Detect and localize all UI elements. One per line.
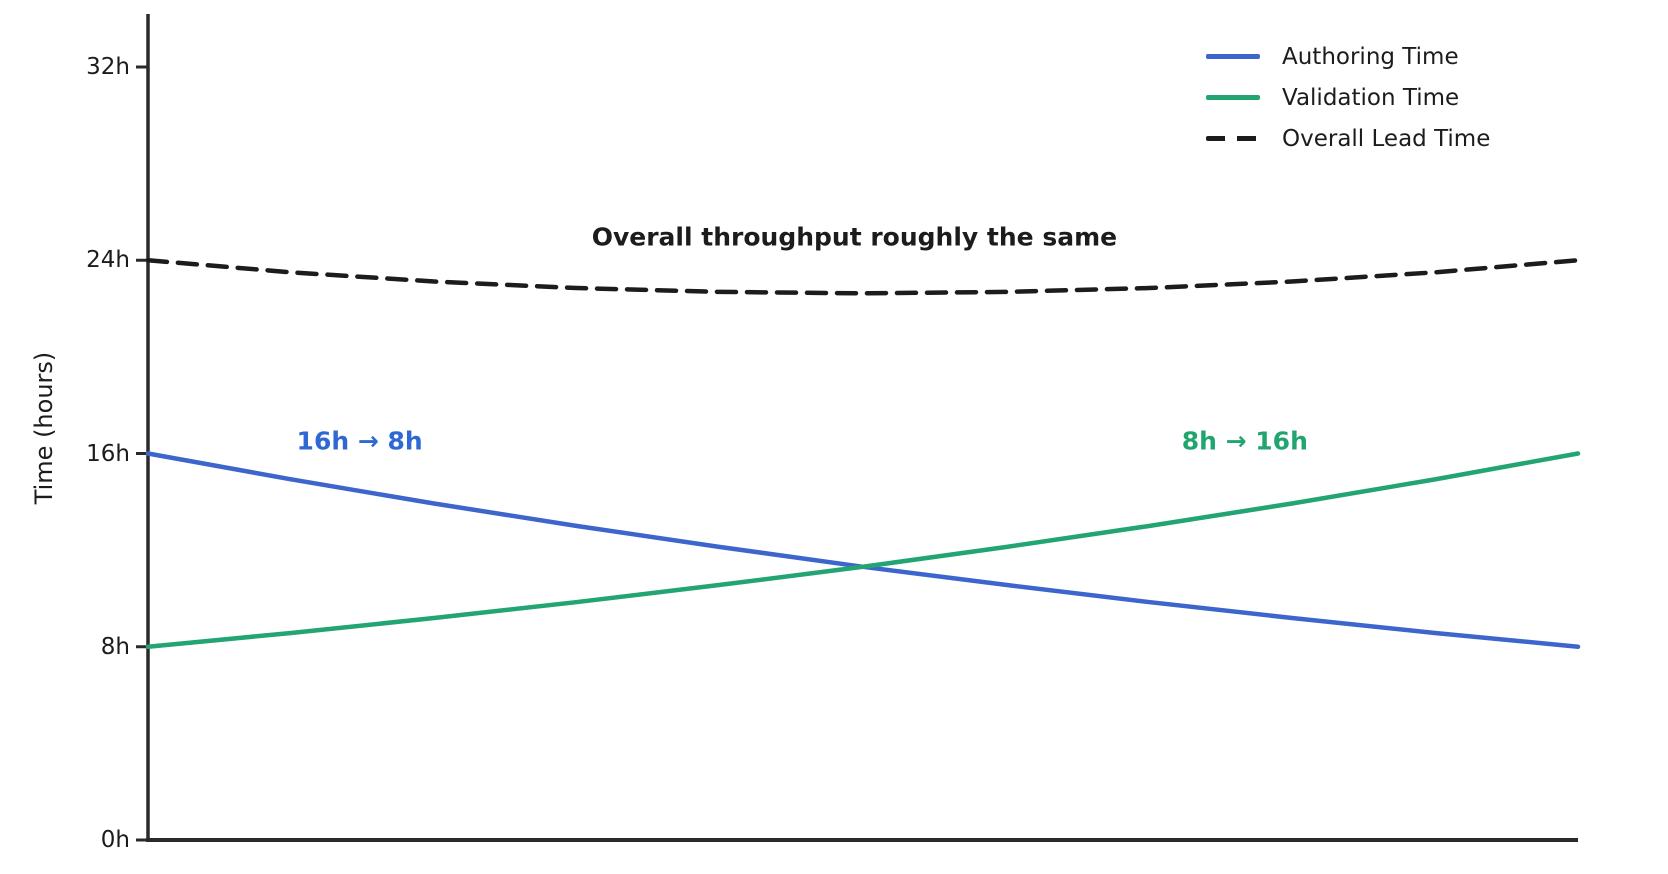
y-tick-label: 16h [86, 440, 130, 467]
series-line-validation-time [145, 451, 1581, 649]
legend: Authoring Time Validation Time Overall L… [1206, 36, 1490, 159]
y-axis-title: Time (hours) [30, 351, 58, 505]
annotation-overall-throughput: Overall throughput roughly the same [591, 222, 1118, 252]
legend-label: Authoring Time [1282, 43, 1459, 70]
legend-line-swatch [1206, 95, 1260, 100]
y-tick-label: 24h [86, 247, 130, 274]
annotation-validation-shift: 8h → 16h [1181, 426, 1308, 456]
y-tick-label: 0h [100, 827, 130, 853]
legend-item-authoring: Authoring Time [1206, 36, 1490, 77]
series-line-overall-lead-time [145, 258, 1581, 296]
legend-line-swatch [1206, 136, 1260, 141]
legend-item-validation: Validation Time [1206, 77, 1490, 118]
legend-line-swatch [1206, 54, 1260, 59]
legend-label: Overall Lead Time [1282, 125, 1491, 152]
y-tick-label: 32h [86, 54, 130, 80]
series-line-authoring-time [145, 451, 1581, 649]
legend-label: Validation Time [1282, 84, 1460, 111]
legend-item-overall: Overall Lead Time [1206, 118, 1490, 159]
y-tick-label: 8h [100, 633, 130, 660]
annotation-authoring-shift: 16h → 8h [296, 426, 423, 456]
